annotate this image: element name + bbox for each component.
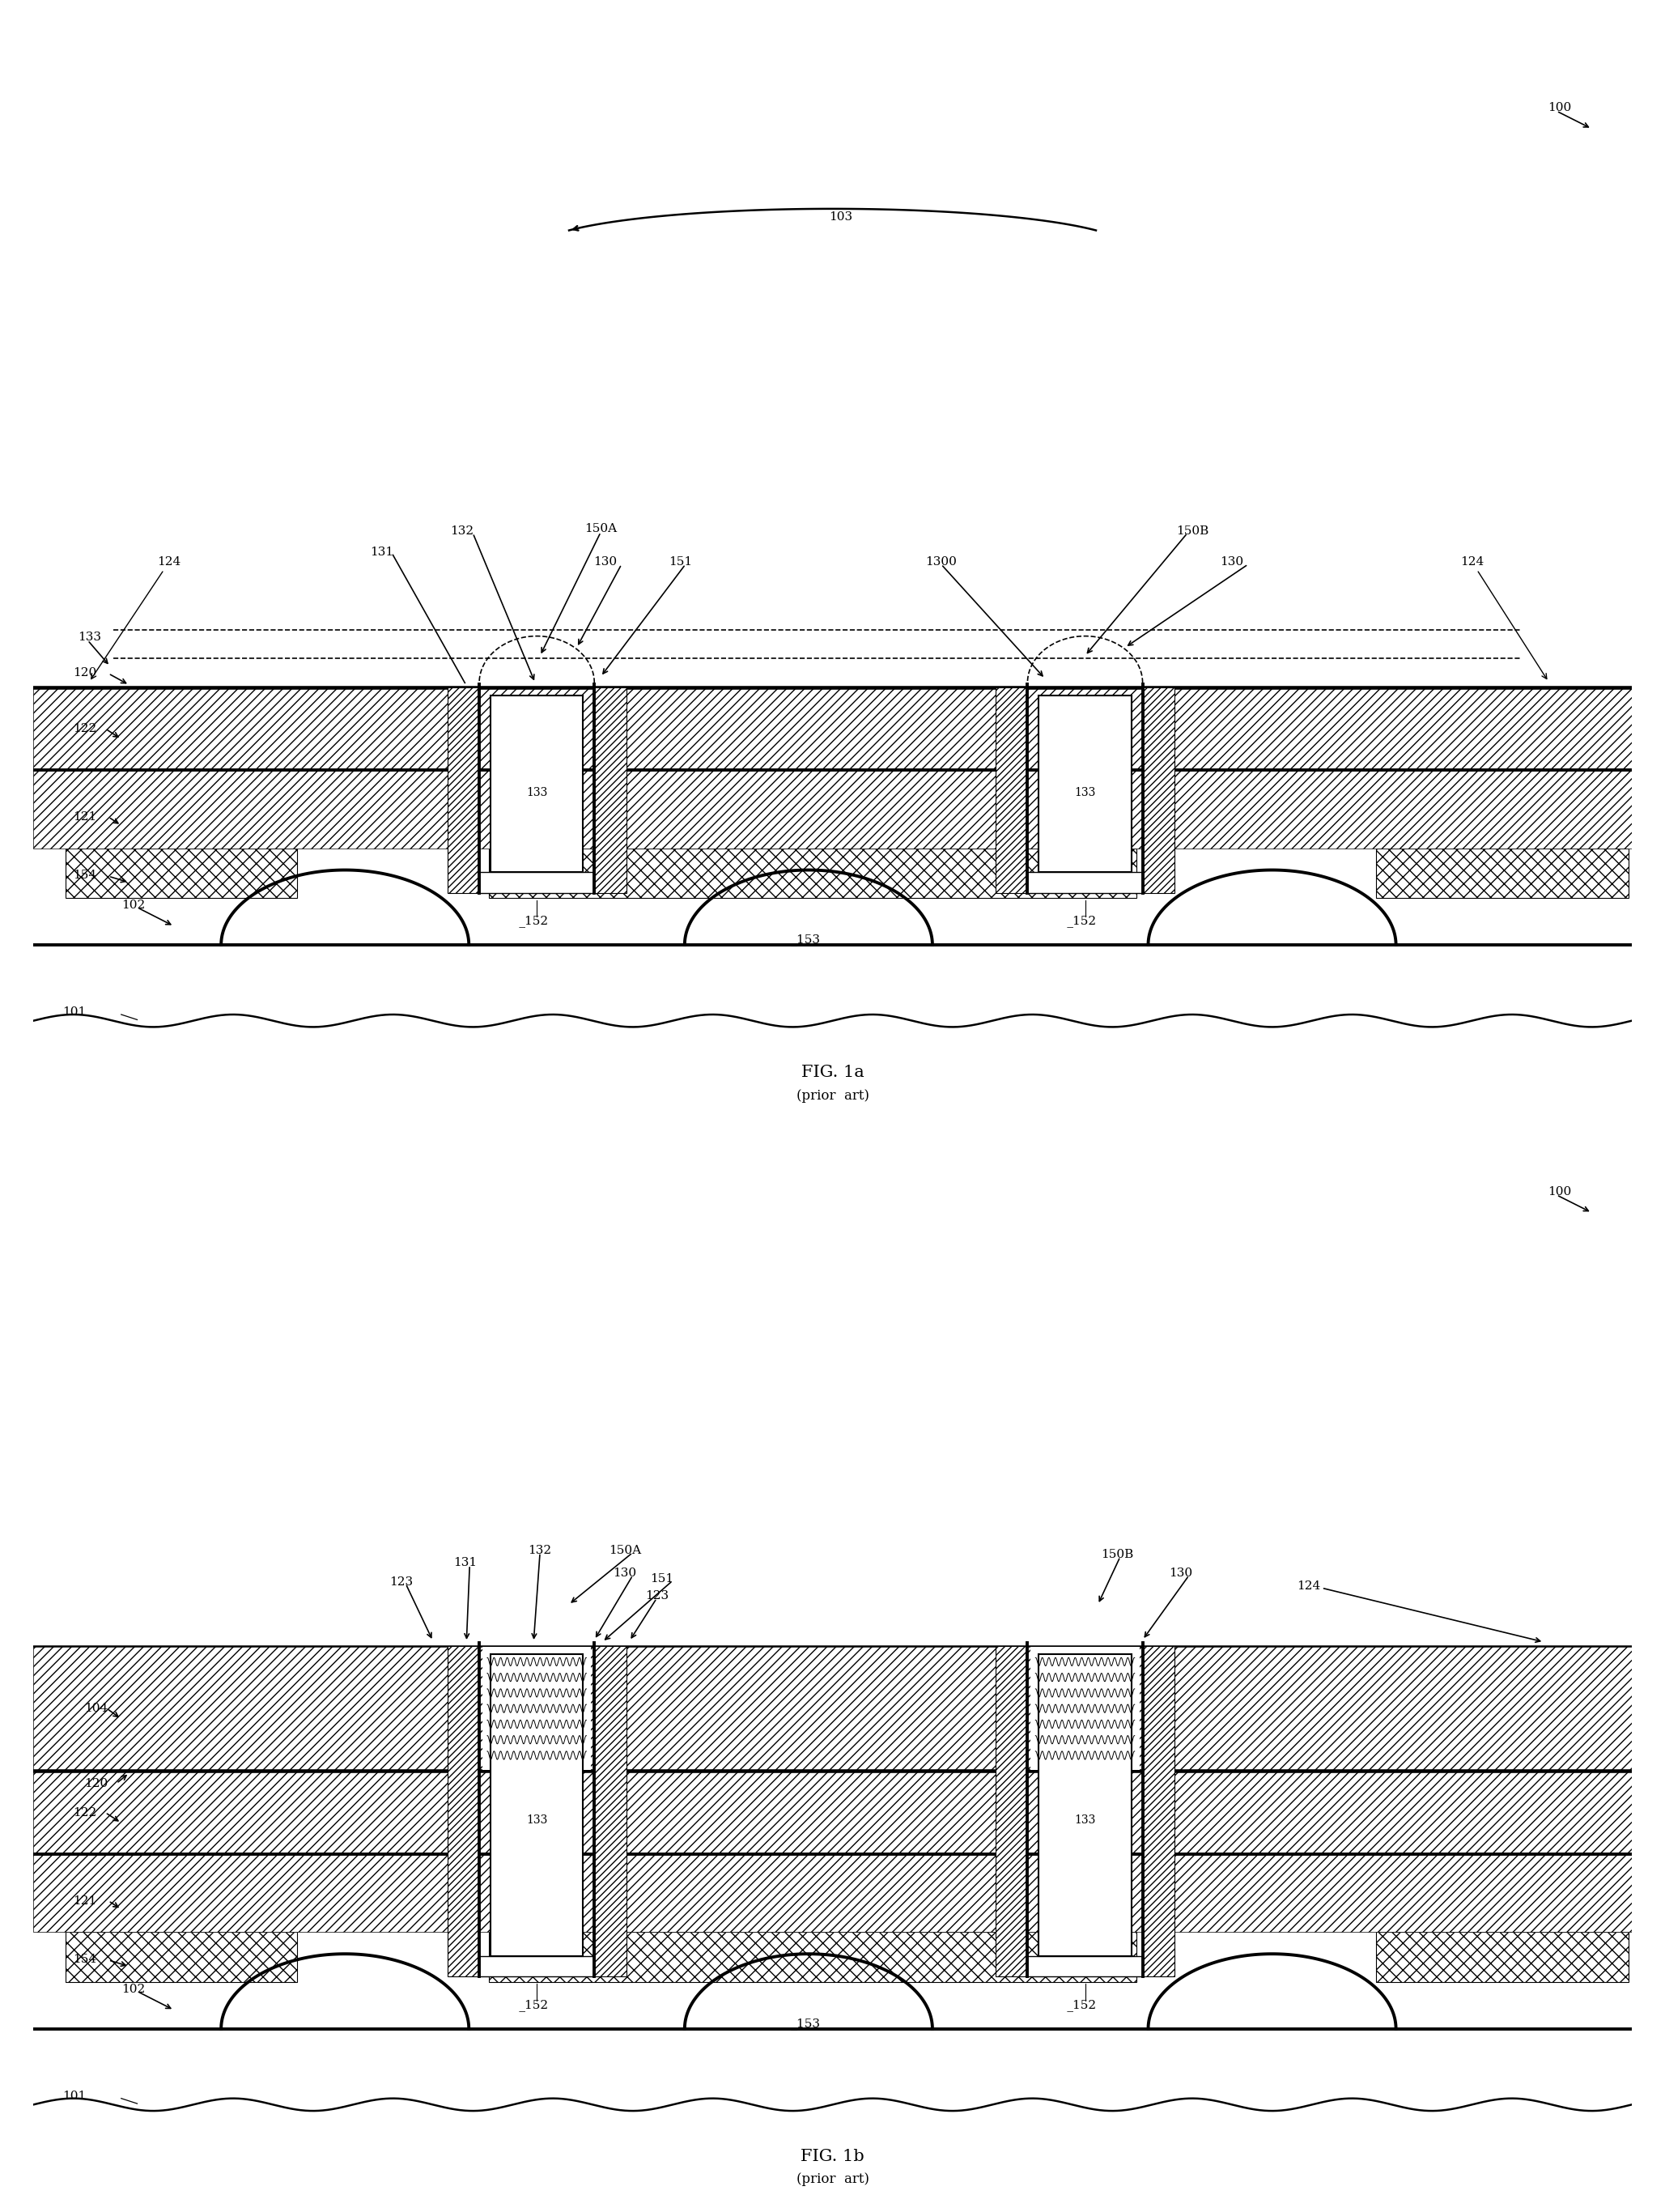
Text: 102: 102: [122, 1984, 145, 1995]
Bar: [594, 1646, 626, 1978]
Bar: [33, 770, 1632, 847]
Bar: [33, 1854, 1632, 1931]
Bar: [490, 847, 1136, 898]
Bar: [483, 1648, 591, 1770]
Text: (prior  art): (prior art): [796, 2172, 869, 2185]
Text: 104: 104: [85, 1703, 108, 1714]
Text: 151: 151: [649, 1573, 673, 1584]
Text: 122: 122: [73, 723, 97, 734]
Bar: [1027, 872, 1142, 894]
Bar: [1142, 688, 1174, 894]
Text: 130: 130: [1220, 557, 1244, 568]
Text: 133: 133: [78, 630, 102, 644]
Bar: [33, 688, 1632, 770]
Bar: [1027, 1955, 1142, 1978]
Bar: [65, 847, 296, 898]
Text: 130: 130: [594, 557, 618, 568]
Text: 121: 121: [73, 1896, 97, 1907]
Text: ̲153: ̲153: [798, 2017, 821, 2031]
Text: 101: 101: [62, 1006, 85, 1018]
Text: 150B: 150B: [1101, 1548, 1134, 1559]
Bar: [1375, 1931, 1628, 1982]
Bar: [1142, 1646, 1174, 1978]
Text: 150A: 150A: [608, 1544, 641, 1557]
Text: 100: 100: [1548, 1186, 1572, 1197]
Text: FIG. 1a: FIG. 1a: [801, 1064, 864, 1079]
Text: FIG. 1b: FIG. 1b: [801, 2148, 864, 2163]
Text: 154: 154: [73, 869, 97, 880]
Text: 130: 130: [613, 1568, 636, 1579]
Text: ̲153: ̲153: [798, 933, 821, 947]
Text: 1300: 1300: [926, 557, 957, 568]
Text: 151: 151: [669, 557, 693, 568]
Bar: [1031, 1648, 1139, 1770]
Text: 154: 154: [73, 1953, 97, 1964]
Text: 122: 122: [73, 1807, 97, 1818]
Text: ̲152: ̲152: [1074, 916, 1097, 927]
Text: 133: 133: [526, 1814, 548, 1825]
Text: 133: 133: [1074, 1814, 1096, 1825]
Bar: [480, 872, 594, 894]
Text: 120: 120: [85, 1778, 108, 1790]
Text: 124: 124: [1460, 555, 1547, 679]
Bar: [996, 1646, 1027, 1978]
Text: ̲152: ̲152: [524, 2000, 548, 2011]
Bar: [480, 1955, 594, 1978]
Text: 150B: 150B: [1175, 526, 1209, 538]
Text: 133: 133: [526, 787, 548, 799]
Bar: [1039, 1655, 1132, 1955]
Bar: [448, 1646, 480, 1978]
Bar: [594, 688, 626, 894]
Bar: [1375, 847, 1628, 898]
Text: 124: 124: [1297, 1579, 1320, 1590]
Text: 100: 100: [1548, 102, 1572, 113]
Text: 102: 102: [122, 900, 145, 911]
Text: 123: 123: [644, 1590, 668, 1601]
Text: 123: 123: [390, 1575, 413, 1588]
Text: (prior  art): (prior art): [796, 1088, 869, 1102]
Text: 133: 133: [1074, 787, 1096, 799]
Text: 132: 132: [528, 1544, 551, 1557]
Text: 103: 103: [829, 212, 852, 223]
Bar: [33, 1646, 1632, 1772]
Bar: [33, 1772, 1632, 1854]
Bar: [1039, 695, 1132, 872]
Text: 124: 124: [92, 555, 181, 679]
Text: 131: 131: [453, 1557, 476, 1568]
Text: ̲152: ̲152: [524, 916, 548, 927]
Bar: [996, 688, 1027, 894]
Bar: [491, 695, 583, 872]
Text: 150A: 150A: [584, 524, 618, 535]
Text: 101: 101: [62, 2090, 85, 2101]
Bar: [65, 1931, 296, 1982]
Text: ̲152: ̲152: [1074, 2000, 1097, 2011]
Text: 131: 131: [370, 546, 393, 557]
Text: 121: 121: [73, 812, 97, 823]
Bar: [490, 1931, 1136, 1982]
Text: 120: 120: [73, 666, 97, 679]
Text: 130: 130: [1169, 1568, 1192, 1579]
Bar: [491, 1655, 583, 1955]
Text: 132: 132: [450, 526, 473, 538]
Bar: [448, 688, 480, 894]
